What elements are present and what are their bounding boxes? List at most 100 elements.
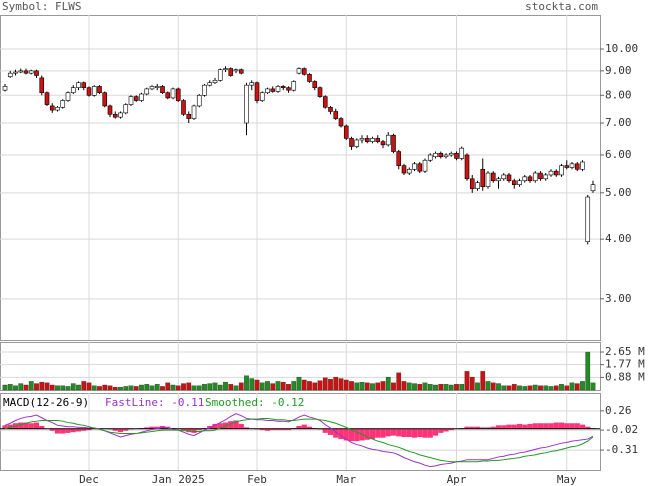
volume-bar [186, 382, 192, 391]
x-tick-label: Feb [247, 473, 267, 486]
volume-bar [338, 378, 344, 391]
candle-body [343, 125, 349, 139]
volume-bar [207, 383, 213, 391]
volume-bar [18, 383, 24, 391]
volume-bar [422, 382, 428, 391]
volume-bar [28, 381, 34, 391]
candle-body [511, 180, 517, 185]
candle-body [527, 176, 533, 182]
volume-bar [291, 381, 297, 391]
volume-bar [39, 381, 45, 391]
candle-body [254, 82, 260, 101]
histogram-bar [343, 428, 349, 441]
volume-bar [501, 385, 507, 391]
candle-body [459, 147, 465, 159]
histogram-bar [270, 428, 276, 431]
candle-body [307, 74, 312, 82]
histogram-bar [285, 428, 292, 431]
candle-body [522, 176, 528, 182]
histogram-bar [558, 422, 565, 429]
volume-bar [2, 384, 8, 391]
volume-bar [532, 384, 538, 391]
candle-body [244, 84, 249, 124]
volume-bar [433, 384, 438, 391]
volume-bar [49, 384, 55, 391]
histogram-bar [474, 426, 481, 429]
histogram-bar [585, 426, 591, 429]
volume-bar [375, 382, 381, 391]
histogram-bar [217, 423, 223, 429]
volume-bar [249, 378, 255, 391]
candle-body [238, 69, 244, 74]
candle-body [196, 94, 202, 107]
site-label: stockta.com [525, 0, 598, 13]
volume-bar [448, 384, 454, 391]
candle-body [538, 172, 543, 180]
histogram-bar [39, 426, 45, 429]
candle-body [13, 71, 18, 74]
candle-body [438, 152, 444, 158]
candle-body [349, 138, 354, 147]
histogram-bar [2, 425, 8, 429]
macd-line [4, 417, 594, 463]
histogram-bar [480, 427, 486, 429]
histogram-bar [322, 428, 328, 433]
volume-bar [228, 384, 234, 391]
candle-body [532, 172, 538, 182]
candle-body [7, 72, 13, 78]
histogram-bar [427, 428, 433, 438]
volume-bar [286, 384, 291, 391]
histogram-bar [396, 428, 402, 437]
candle-body [186, 113, 192, 119]
candle-body [443, 154, 449, 158]
volume-bar [196, 385, 202, 391]
candle-body [317, 87, 323, 97]
y-tick-label: 7.00 [605, 116, 632, 129]
histogram-bar [438, 428, 444, 433]
histogram-bar [112, 428, 118, 431]
volume-bar [296, 376, 302, 391]
histogram-bar [123, 428, 129, 431]
histogram-bar [548, 423, 554, 429]
volume-bar [401, 381, 407, 391]
histogram-bar [212, 423, 218, 429]
volume-bar [128, 385, 134, 391]
y-tick-label: -0.02 [605, 423, 638, 436]
y-tick-label: 10.00 [605, 42, 638, 55]
volume-bar [160, 386, 165, 391]
candle-body [464, 154, 470, 180]
histogram-bar [65, 428, 71, 433]
candle-body [333, 111, 339, 119]
candle-body [296, 68, 302, 74]
candle-body [322, 96, 328, 108]
volume-bar [522, 386, 528, 391]
volume-bar [165, 382, 171, 391]
histogram-bar [537, 423, 544, 429]
candle-body [265, 88, 270, 94]
x-tick-label: Mar [336, 473, 356, 486]
candle-body [275, 86, 281, 92]
volume-bar [464, 371, 470, 391]
volume-bar [559, 384, 564, 391]
volume-bar [480, 371, 486, 391]
histogram-bar [432, 428, 439, 436]
volume-bar [511, 384, 517, 391]
candle-body [590, 184, 596, 192]
candle-body [585, 196, 591, 243]
histogram-bar [49, 428, 55, 431]
candle-body [396, 151, 402, 166]
candle-body [207, 82, 213, 86]
candle-body [233, 69, 239, 72]
candle-body [91, 86, 97, 96]
candle-body [102, 92, 108, 107]
volume-bar [370, 383, 375, 391]
candle-body [427, 154, 433, 161]
volume-bar [490, 382, 496, 391]
volume-bar [527, 385, 533, 391]
y-tick-label: 8.00 [605, 88, 632, 101]
candle-body [49, 105, 55, 111]
candle-body [454, 152, 459, 159]
candle-body [385, 134, 391, 146]
candle-body [212, 79, 218, 84]
